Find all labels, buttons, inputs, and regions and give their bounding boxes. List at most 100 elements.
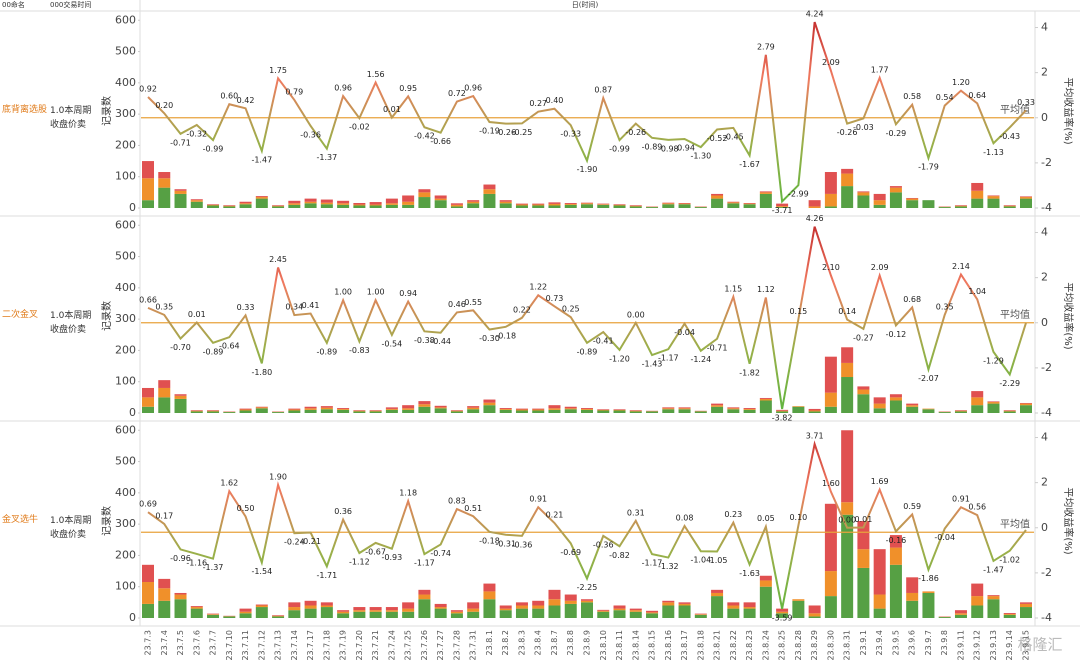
data-label: 1.69	[871, 477, 889, 486]
bar-segment	[678, 408, 691, 410]
bar-segment	[239, 608, 252, 612]
bar-segment	[792, 406, 805, 407]
bar-segment	[337, 409, 350, 413]
y-axis-title: 记录数	[100, 96, 113, 126]
bar-segment	[857, 195, 870, 208]
bar-segment	[954, 410, 967, 411]
bar-segment	[207, 204, 220, 206]
bar-segment	[207, 204, 220, 205]
bar-segment	[711, 589, 724, 593]
bar-segment	[418, 189, 431, 193]
bar-segment	[142, 564, 154, 583]
data-label: -2.29	[999, 379, 1020, 388]
bar-segment	[889, 564, 902, 618]
bar-segment	[662, 605, 675, 618]
bar-segment	[255, 407, 268, 409]
bar-segment	[548, 408, 561, 410]
bar-segment	[255, 408, 268, 413]
bar-segment	[694, 614, 707, 618]
bar-segment	[515, 205, 528, 208]
bar-segment	[776, 608, 789, 612]
data-label: -0.71	[170, 138, 191, 147]
bar-segment	[467, 608, 480, 612]
bar-segment	[613, 605, 626, 609]
data-label: 0.23	[724, 510, 742, 519]
bar-segment	[434, 603, 447, 608]
bar-segment	[320, 406, 333, 408]
bar-segment	[467, 407, 480, 410]
bar-segment	[385, 611, 398, 618]
bar-segment	[434, 200, 447, 208]
bar-segment	[369, 410, 382, 412]
line	[147, 440, 1027, 609]
bar-segment	[629, 611, 642, 618]
y-tick-label: 200	[115, 548, 136, 561]
bar-segment	[1003, 410, 1016, 411]
x-tick-label: 23.9.15	[1022, 630, 1031, 660]
y-tick-label: 200	[115, 138, 136, 151]
y-tick-label: 500	[115, 250, 136, 263]
x-tick-label: 23.8.31	[843, 630, 852, 660]
data-label: -0.89	[203, 347, 224, 356]
bar-segment	[581, 202, 593, 204]
bar-segment	[727, 202, 740, 204]
x-tick-label: 23.8.30	[826, 630, 835, 660]
bar-segment	[402, 409, 415, 413]
bar-segment	[532, 600, 545, 606]
data-label: 0.14	[838, 307, 856, 316]
bar-segment	[613, 410, 626, 413]
bar-segment	[678, 409, 691, 413]
data-label: -1.16	[186, 558, 207, 567]
bar-segment	[288, 610, 301, 618]
y-tick-label: 300	[115, 517, 136, 530]
x-tick-label: 23.9.11	[956, 630, 965, 660]
data-label: 2.09	[822, 58, 840, 67]
y2-tick-label: -4	[1041, 201, 1052, 214]
sublabel-line: 收盘价卖	[50, 530, 87, 540]
bar-segment	[743, 408, 756, 410]
data-label: -1.30	[690, 152, 711, 161]
bar-segment	[678, 407, 691, 409]
data-label: -0.96	[170, 554, 191, 563]
data-label: 0.25	[562, 305, 580, 314]
bar-segment	[906, 403, 919, 406]
bar-segment	[190, 411, 203, 413]
x-tick-label: 23.9.8	[940, 630, 949, 655]
data-label: -1.12	[349, 558, 370, 567]
bar-segment	[824, 356, 837, 393]
bar-segment	[142, 387, 154, 398]
bar-segment	[207, 410, 220, 411]
bar-segment	[987, 196, 1000, 199]
bar-segment	[369, 204, 382, 206]
bar-segment	[272, 616, 285, 618]
data-label: 0.01	[188, 310, 206, 319]
bar-segment	[467, 406, 480, 408]
bar-segment	[841, 173, 854, 187]
bar-segment	[906, 600, 919, 618]
bar-segment	[337, 408, 350, 410]
bar-segment	[776, 206, 789, 208]
x-tick-label: 23.8.25	[778, 630, 787, 660]
bar-segment	[743, 203, 756, 205]
data-label: -0.71	[707, 343, 728, 352]
bar-segment	[450, 410, 463, 412]
bar-segment	[711, 403, 724, 406]
data-label: 0.69	[139, 500, 157, 509]
x-tick-label: 23.7.19	[339, 630, 348, 660]
bar-segment	[711, 596, 724, 618]
bar-segment	[727, 409, 740, 413]
bar-segment	[158, 380, 171, 388]
data-label: 1.56	[367, 70, 385, 79]
x-tick-label: 23.8.18	[696, 630, 705, 660]
bar-segment	[776, 411, 789, 413]
bar-segment	[207, 613, 220, 615]
data-label: 0.54	[936, 93, 954, 102]
bar-segment	[353, 410, 366, 412]
bar-segment	[288, 602, 301, 608]
data-label: -0.52	[707, 134, 728, 143]
bar-segment	[418, 401, 431, 405]
data-label: -1.71	[317, 571, 338, 580]
data-label: -0.83	[349, 346, 370, 355]
data-label: -0.04	[934, 533, 955, 542]
y2-tick-label: 0	[1041, 111, 1048, 124]
